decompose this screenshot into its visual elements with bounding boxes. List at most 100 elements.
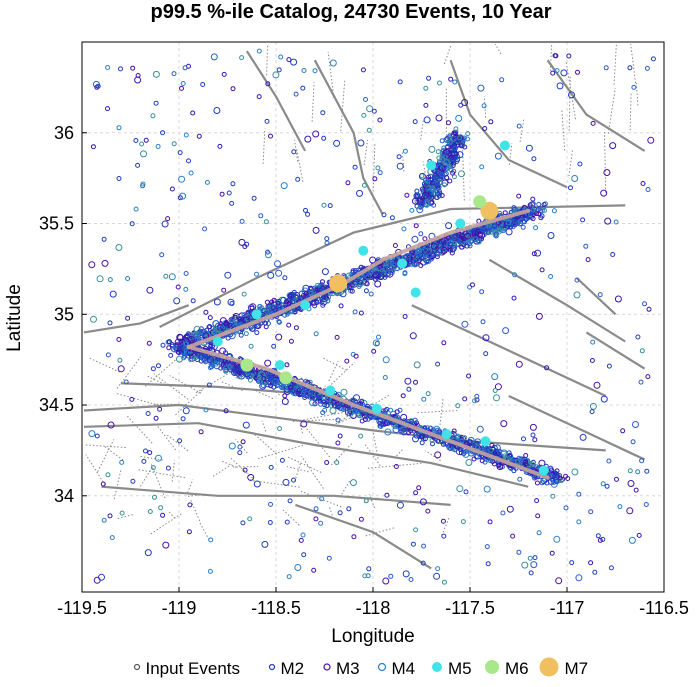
event-marker [293,325,299,331]
event-marker [320,302,326,308]
fault-line [311,82,315,122]
event-marker [356,284,362,289]
event-marker [437,80,442,86]
event-marker [229,200,235,206]
event-marker [435,114,443,122]
event-marker [244,314,252,322]
event-marker [159,252,165,258]
event-marker [472,398,478,404]
x-tick-label: -119 [162,598,197,618]
event-marker [480,226,486,232]
event-marker [426,258,432,264]
event-marker [212,329,218,335]
event-marker [230,86,236,92]
event-marker [100,481,106,487]
event-marker [284,362,290,368]
event-marker [264,299,270,305]
event-marker [412,119,418,125]
event-marker [329,407,337,415]
event-marker [534,211,539,217]
event-marker [223,408,229,414]
event-marker [502,327,510,335]
event-marker [312,303,318,309]
event-marker [534,480,540,486]
event-marker [421,396,427,402]
event-marker [243,331,249,337]
event-marker [506,505,514,513]
event-marker [363,288,369,294]
event-marker [242,421,250,429]
event-marker [300,420,308,428]
event-marker [318,520,324,526]
fault-line [494,43,502,55]
fault-line [292,412,343,423]
event-marker [431,175,439,182]
event-marker [224,271,232,279]
fault-line [508,143,513,165]
event-marker [156,363,161,369]
event-marker [462,450,470,458]
event-marker [140,150,147,158]
event-marker [569,560,575,566]
event-marker [207,346,213,352]
event-marker [227,322,233,328]
event-marker [496,449,502,455]
legend-label-m7: M7 [565,659,589,678]
event-marker [153,100,159,106]
event-marker [107,320,113,326]
event-marker [620,428,626,434]
event-marker [451,130,457,136]
event-marker [129,396,135,402]
event-marker [88,430,96,438]
event-marker [321,202,327,208]
event-marker [529,423,537,431]
y-tick-label: 34.5 [39,395,74,415]
event-marker [512,272,518,278]
event-marker [212,359,218,365]
event-marker [261,540,269,548]
event-markers [88,48,656,585]
event-marker [437,179,443,185]
large-event-m5 [274,360,285,371]
event-marker [550,70,556,76]
event-marker [119,459,125,465]
legend-label-input-events: Input Events [146,659,241,678]
event-marker [377,170,383,176]
event-marker [486,447,491,453]
legend-marker-m5 [432,662,442,672]
event-marker [370,414,376,420]
event-marker [563,505,569,511]
event-marker [558,478,564,484]
fault-line [321,356,347,371]
fault-lines [83,43,646,570]
event-marker [193,325,201,333]
fault-line [229,457,254,479]
event-marker [413,431,421,439]
event-marker [494,152,502,160]
event-marker [460,519,466,525]
event-marker [184,350,189,356]
event-marker [116,176,122,181]
event-marker [293,91,299,97]
event-marker [404,192,410,198]
event-marker [527,555,533,561]
event-marker [152,70,160,78]
event-marker [286,322,292,328]
x-tick-label: -119.5 [57,598,107,618]
fault-line [235,438,248,454]
fault-line [212,464,232,477]
fault-line [375,394,391,404]
event-marker [150,465,156,471]
event-marker [550,493,556,499]
event-marker [422,249,428,255]
event-marker [515,220,521,226]
event-marker [160,130,166,136]
event-marker [447,241,453,247]
event-marker [361,112,367,118]
event-marker [227,365,233,371]
event-marker [247,377,253,383]
event-marker [352,309,358,315]
event-marker [167,339,172,345]
event-marker [358,433,364,439]
event-marker [242,467,248,473]
